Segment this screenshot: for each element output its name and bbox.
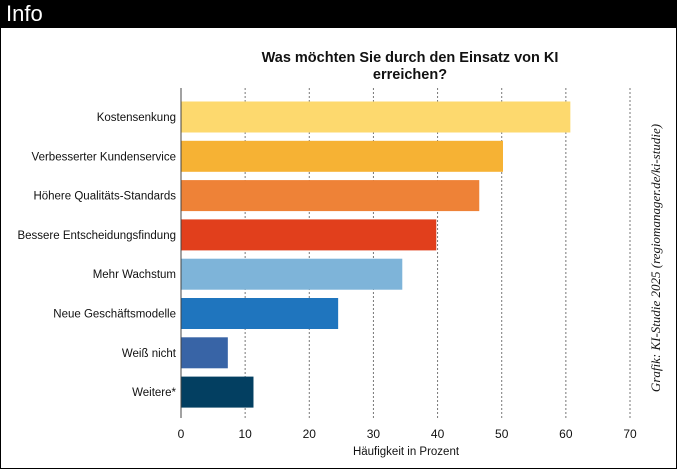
- chart-title: Was möchten Sie durch den Einsatz von KI…: [261, 50, 559, 83]
- source-credit: Grafik: KI-Studie 2025 (regiomanager.de/…: [648, 123, 663, 393]
- x-tick-label: 10: [238, 427, 252, 441]
- bar: [181, 180, 480, 212]
- header-bar: Info: [0, 0, 677, 28]
- x-tick-label: 70: [623, 427, 637, 441]
- x-tick-label: 40: [431, 427, 445, 441]
- bar: [181, 140, 503, 172]
- category-label: Kostensenkung: [97, 112, 176, 124]
- category-label: Weitere*: [132, 387, 176, 399]
- bar: [181, 258, 403, 290]
- bar: [181, 298, 339, 329]
- category-label: Weiß nicht: [122, 348, 177, 360]
- x-tick-label: 20: [303, 427, 317, 441]
- category-label: Neue Geschäftsmodelle: [53, 309, 176, 321]
- x-tick-label: 0: [178, 427, 185, 441]
- bar: [181, 101, 571, 133]
- category-label: Höhere Qualitäts-Standards: [33, 191, 176, 203]
- bar: [181, 337, 228, 369]
- bar: [181, 219, 437, 251]
- x-tick-label: 60: [559, 427, 573, 441]
- category-label: Verbesserter Kundenservice: [32, 151, 176, 163]
- category-label: Mehr Wachstum: [93, 269, 176, 281]
- bar: [181, 376, 254, 408]
- x-axis-title: Häufigkeit in Prozent: [353, 446, 460, 458]
- category-label: Bessere Entscheidungsfindung: [17, 230, 176, 242]
- x-tick-label: 30: [367, 427, 381, 441]
- x-tick-label: 50: [495, 427, 509, 441]
- header-title: Info: [6, 1, 43, 26]
